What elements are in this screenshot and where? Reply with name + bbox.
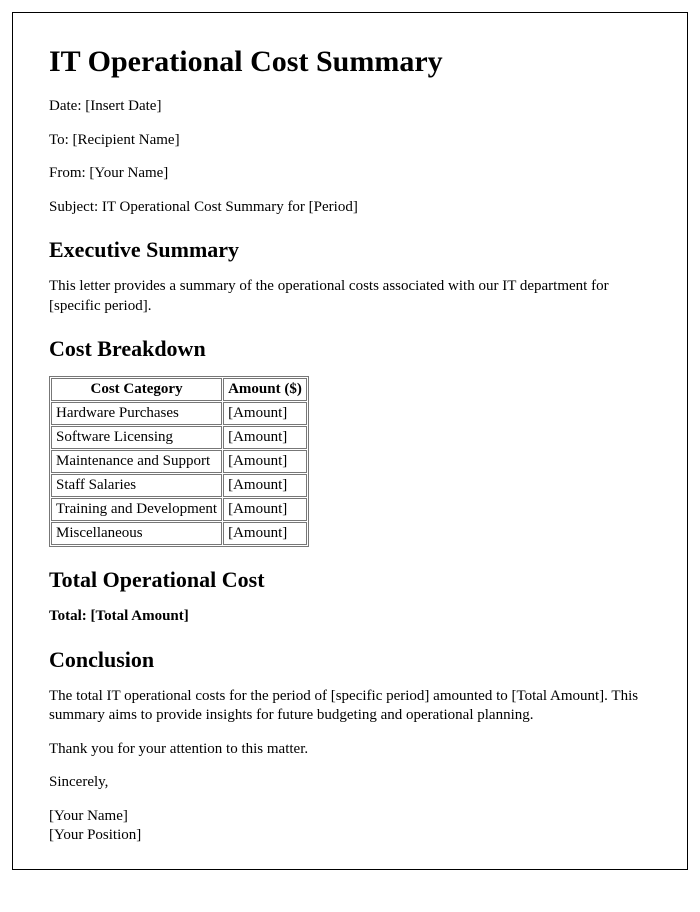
signature-name: [Your Name] — [49, 807, 651, 827]
cell-amount: [Amount] — [223, 474, 307, 497]
col-header-category: Cost Category — [51, 378, 222, 401]
table-header-row: Cost Category Amount ($) — [51, 378, 307, 401]
subject-line: Subject: IT Operational Cost Summary for… — [49, 198, 651, 218]
page-title: IT Operational Cost Summary — [49, 45, 651, 79]
from-line: From: [Your Name] — [49, 164, 651, 184]
table-row: Training and Development[Amount] — [51, 498, 307, 521]
document-page: IT Operational Cost Summary Date: [Inser… — [12, 12, 688, 870]
cell-amount: [Amount] — [223, 402, 307, 425]
table-row: Software Licensing[Amount] — [51, 426, 307, 449]
total-cost-heading: Total Operational Cost — [49, 567, 651, 593]
closing-text: Sincerely, — [49, 773, 651, 793]
executive-summary-heading: Executive Summary — [49, 237, 651, 263]
conclusion-text: The total IT operational costs for the p… — [49, 687, 651, 726]
cell-amount: [Amount] — [223, 522, 307, 545]
cell-category: Software Licensing — [51, 426, 222, 449]
total-cost-line: Total: [Total Amount] — [49, 607, 651, 627]
table-row: Staff Salaries[Amount] — [51, 474, 307, 497]
cost-breakdown-heading: Cost Breakdown — [49, 336, 651, 362]
cell-category: Hardware Purchases — [51, 402, 222, 425]
table-row: Miscellaneous[Amount] — [51, 522, 307, 545]
cell-amount: [Amount] — [223, 450, 307, 473]
table-row: Maintenance and Support[Amount] — [51, 450, 307, 473]
signature-position: [Your Position] — [49, 826, 651, 846]
cell-amount: [Amount] — [223, 498, 307, 521]
cost-breakdown-table: Cost Category Amount ($) Hardware Purcha… — [49, 376, 309, 547]
thanks-text: Thank you for your attention to this mat… — [49, 740, 651, 760]
table-row: Hardware Purchases[Amount] — [51, 402, 307, 425]
signature-block: [Your Name] [Your Position] — [49, 807, 651, 846]
cell-category: Staff Salaries — [51, 474, 222, 497]
col-header-amount: Amount ($) — [223, 378, 307, 401]
executive-summary-text: This letter provides a summary of the op… — [49, 277, 651, 316]
to-line: To: [Recipient Name] — [49, 131, 651, 151]
cell-category: Maintenance and Support — [51, 450, 222, 473]
cell-category: Training and Development — [51, 498, 222, 521]
conclusion-heading: Conclusion — [49, 647, 651, 673]
date-line: Date: [Insert Date] — [49, 97, 651, 117]
cell-category: Miscellaneous — [51, 522, 222, 545]
cell-amount: [Amount] — [223, 426, 307, 449]
